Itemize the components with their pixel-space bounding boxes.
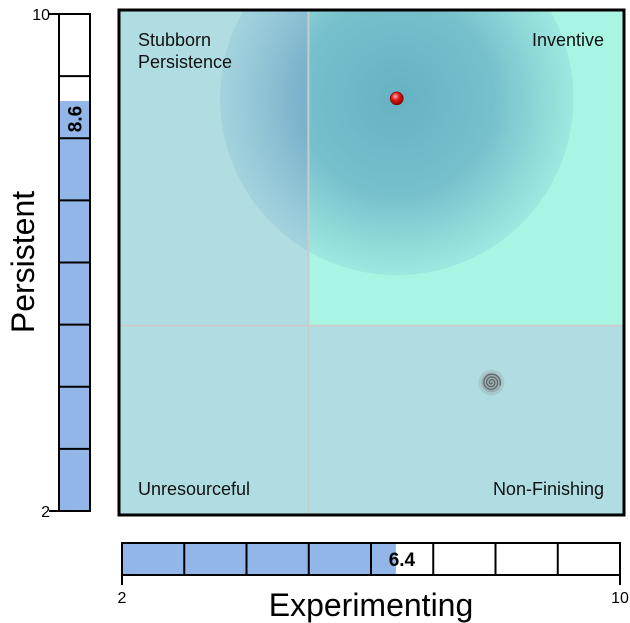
x-axis-gauge: 2 10 6.4 [118, 542, 629, 607]
quadrant-label-top-left: Stubborn Persistence [138, 30, 232, 72]
data-point-marker [389, 91, 404, 106]
x-gauge-border [121, 542, 621, 576]
y-gauge-border [58, 13, 91, 512]
spiral-marker [478, 369, 505, 396]
x-axis-title: Experimenting [269, 587, 474, 623]
x-tick-label-min: 2 [118, 590, 127, 607]
y-axis-title: Persistent [5, 191, 41, 333]
x-value-label: 6.4 [389, 550, 416, 571]
y-tick-label-max: 10 [32, 7, 50, 24]
quadrant-label-top-right: Inventive [532, 30, 604, 50]
quadrant-bottom-left [119, 325, 309, 515]
x-tick-label-max: 10 [611, 590, 629, 607]
quadrant-label-bottom-right: Non-Finishing [493, 479, 604, 499]
y-axis-gauge: 10 2 8.6 [32, 7, 91, 521]
y-value-label: 8.6 [66, 106, 87, 132]
quadrant-label-bottom-left: Unresourceful [138, 479, 250, 499]
y-tick-label-min: 2 [41, 504, 50, 521]
plot-border [117, 8, 626, 517]
x-gauge-fill [122, 543, 396, 575]
plot-area: Stubborn Persistence Inventive Unresourc… [117, 8, 626, 517]
quadrant-bottom-right [308, 325, 624, 515]
y-gauge-fill [59, 100, 90, 511]
